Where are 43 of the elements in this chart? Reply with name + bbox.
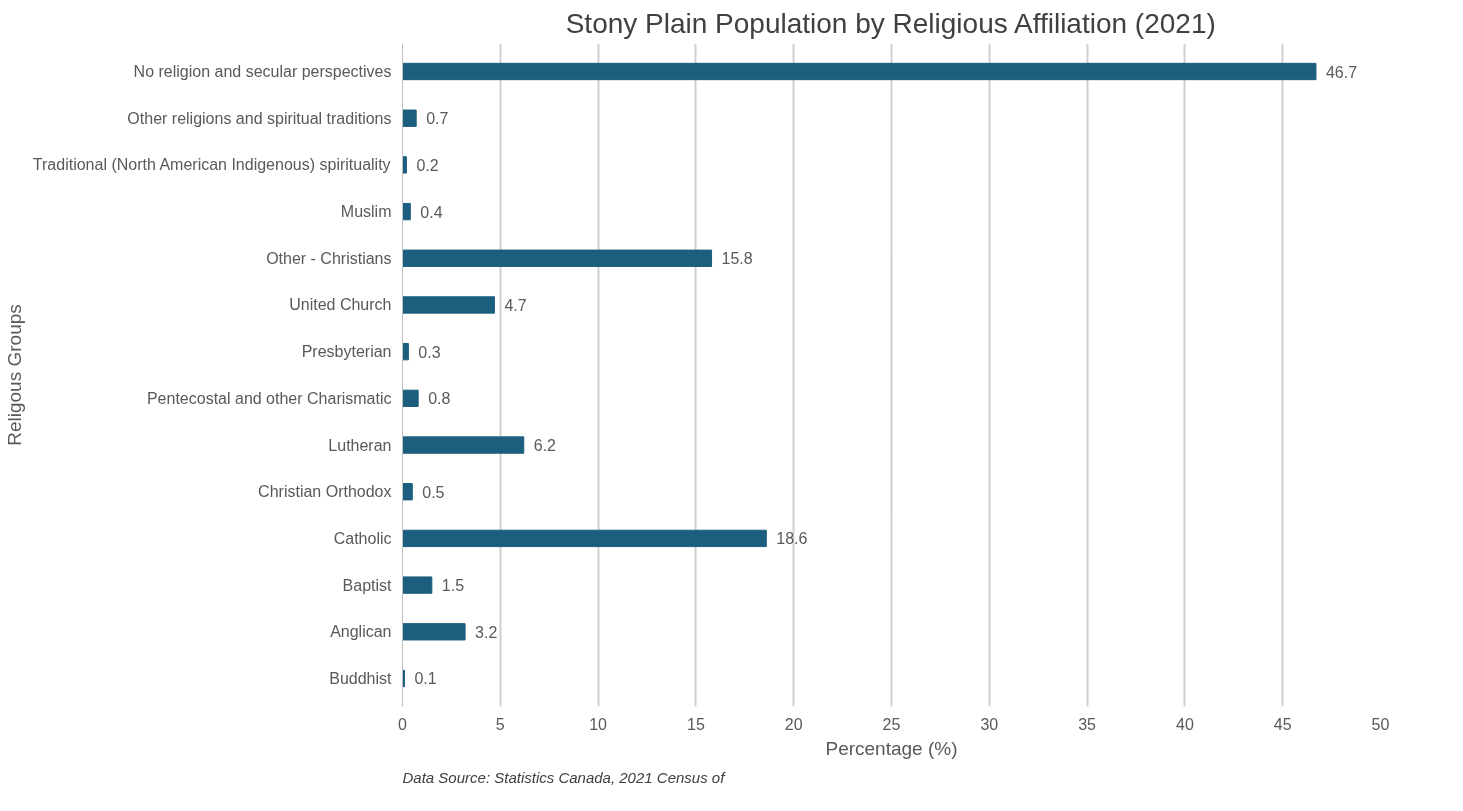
data-label: 0.1 [414,670,437,688]
data-label: 18.6 [776,530,808,548]
chart-title: Stony Plain Population by Religious Affiliation (2021) [565,7,1216,39]
data-label: 1.5 [441,577,465,595]
y-tick-label: Muslim [340,203,392,221]
x-tick-label: 50 [1371,715,1390,733]
data-label: 0.5 [422,483,445,501]
y-tick-label: Christian Orthodox [258,483,392,501]
y-tick-label: Catholic [333,529,392,547]
x-tick-label: 20 [784,715,803,733]
data-label: 15.8 [721,250,753,268]
data-label: 0.4 [420,203,443,221]
source-note: Data Source: Statistics Canada, 2021 Census of [402,768,727,786]
x-tick-label: 0 [398,715,408,733]
x-tick-label: 30 [980,715,999,733]
x-axis-title: Percentage (%) [825,737,958,759]
x-tick-label: 25 [882,715,901,733]
data-label: 46.7 [1325,63,1358,81]
x-tick-label: 40 [1176,715,1194,733]
y-tick-label: Lutheran [328,436,392,454]
x-tick-label: 45 [1273,715,1292,733]
x-tick-label: 35 [1078,715,1097,733]
y-tick-label: Traditional (North American Indigenous) spirituality [32,156,391,174]
data-label: 0.3 [418,343,441,361]
y-tick-label: Buddhist [329,669,393,687]
data-label: 0.7 [426,110,449,128]
x-tick-label: 5 [495,715,505,733]
data-label: 0.2 [416,156,439,174]
y-tick-label: Presbyterian [301,343,392,361]
y-axis-title: Religous Groups [3,304,25,446]
y-tick-label: United Church [289,296,392,314]
data-label: 3.2 [475,623,498,641]
data-label: 6.2 [533,437,557,455]
x-tick-label: 15 [687,715,705,733]
data-label: 0.8 [428,390,451,408]
y-tick-label: Pentecostal and other Charismatic [146,389,392,407]
y-tick-label: Other - Christians [266,249,392,267]
y-tick-label: Other religions and spiritual traditions [127,109,392,127]
y-tick-label: Baptist [342,576,393,594]
data-label: 4.7 [504,296,527,314]
x-tick-label: 10 [589,715,608,733]
y-tick-label: Anglican [330,623,392,641]
y-tick-label: No religion and secular perspectives [133,63,392,81]
